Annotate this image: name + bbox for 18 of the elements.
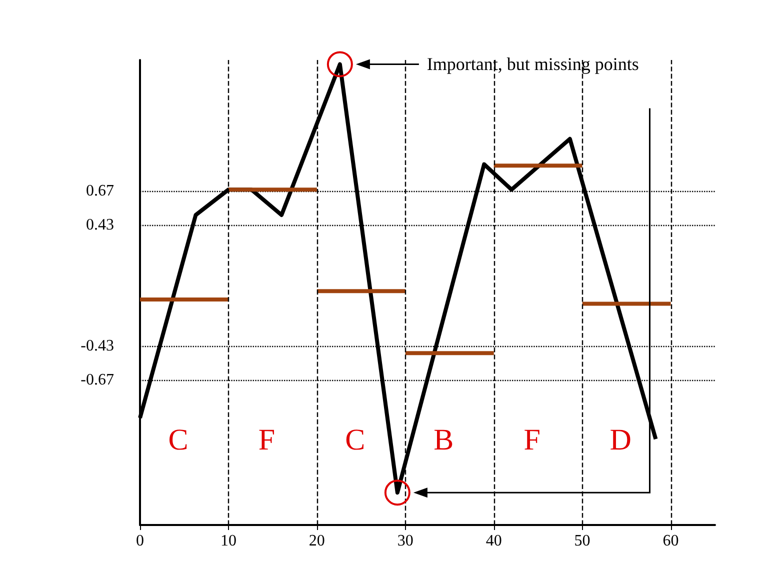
x-tick-label: 50 xyxy=(574,532,590,550)
x-tick-label: 30 xyxy=(397,532,414,550)
x-tick-label: 40 xyxy=(486,532,502,550)
annotation: F xyxy=(524,424,540,456)
y-tick-label: -0.67 xyxy=(80,371,114,388)
x-tick-label: 0 xyxy=(136,532,144,550)
y-tick-label: 0.67 xyxy=(86,182,114,200)
annotation: C xyxy=(168,424,188,456)
x-tick-label: 10 xyxy=(220,532,236,550)
annotation: F xyxy=(258,424,276,456)
x-tick-label: 20 xyxy=(308,532,325,550)
y-tick-label: -0.43 xyxy=(80,338,114,355)
annotation: C xyxy=(345,424,366,456)
annotation: B xyxy=(434,424,454,456)
y-tick-label: 0.43 xyxy=(86,216,114,234)
annotation: Important, but missing points xyxy=(426,54,639,74)
x-tick-label: 60 xyxy=(662,532,679,550)
annotation: D xyxy=(610,424,632,456)
